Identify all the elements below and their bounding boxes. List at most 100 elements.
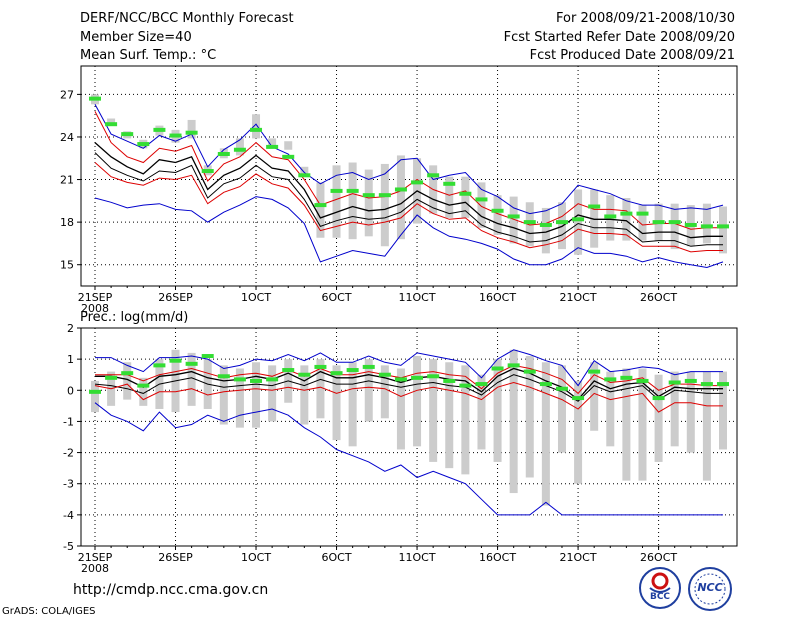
temp-xtick-label-7: 26OCT (640, 291, 677, 304)
prec-xtick-label-1: 26SEP (158, 551, 193, 564)
prec-xtick-label-5: 16OCT (479, 551, 516, 564)
prec-observed-point-12 (282, 368, 295, 373)
temp-q75-line (94, 111, 723, 230)
temp-median-line (94, 142, 723, 239)
temp-q25-line (94, 152, 723, 247)
temp-q10-line (94, 162, 723, 253)
temp-observed-point-24 (475, 197, 488, 202)
temp-box-19 (396, 155, 405, 240)
precipitation-label: Prec.: log(mm/d) (80, 310, 189, 325)
chart-title: DERF/NCC/BCC Monthly Forecast (80, 11, 294, 26)
temp-box-17 (364, 169, 373, 237)
prec-box-6 (187, 352, 196, 406)
prec-observed-point-25 (491, 366, 504, 371)
prec-observed-point-36 (668, 380, 681, 385)
temp-box-25 (493, 195, 502, 235)
prec-box-14 (316, 359, 325, 419)
prec-box-32 (606, 371, 615, 447)
temp-box-12 (284, 141, 293, 150)
prec-ytick-label-7: 2 (67, 322, 74, 335)
temp-observed-point-4 (153, 127, 166, 132)
prec-box-33 (622, 368, 631, 481)
prec-observed-point-27 (523, 369, 536, 374)
prec-box-26 (509, 349, 518, 494)
prec-observed-point-24 (475, 382, 488, 387)
prec-box-17 (364, 359, 373, 422)
prec-box-16 (348, 362, 357, 447)
temp-observed-point-6 (185, 130, 198, 135)
prec-observed-point-21 (427, 374, 440, 379)
prec-ytick-label-1: -4 (63, 509, 74, 522)
ncc-logo-text: NCC (697, 581, 723, 594)
prec-ytick-label-5: 0 (67, 384, 74, 397)
precipitation-chart: -5 -4 -3 -2 -1 0 1 2 21SEP 26SEP 1OCT 6OCT 11OCT 16OC… (63, 322, 738, 575)
prec-box-22 (445, 362, 454, 469)
temp-observed-point-33 (620, 211, 633, 216)
prec-box-27 (525, 356, 534, 478)
temp-box-39 (719, 206, 727, 254)
temp-box-18 (380, 163, 389, 247)
temp-xtick-label-0: 21SEP (78, 291, 113, 304)
temp-observed-point-28 (539, 222, 552, 227)
prec-box-35 (654, 374, 663, 462)
temp-observed-point-25 (491, 208, 504, 213)
prec-median-line (95, 367, 723, 401)
prec-q25-line (94, 374, 723, 402)
grads-credit: GrADS: COLA/IGES (2, 606, 96, 617)
temp-xtick-label-2: 1OCT (241, 291, 271, 304)
temp-box-24 (477, 182, 486, 228)
prec-box-10 (252, 362, 261, 428)
prec-observed-point-1 (105, 375, 118, 380)
temp-box-14 (316, 182, 325, 238)
bcc-logo: BCC (638, 566, 682, 610)
prec-box-24 (477, 374, 486, 450)
prec-box-23 (461, 365, 470, 475)
temp-box-23 (461, 176, 470, 218)
prec-q75-line (95, 364, 723, 395)
ncc-logo: NCC (686, 566, 734, 612)
website-url[interactable]: http://cmdp.ncc.cma.gov.cn (73, 582, 269, 598)
temp-observed-point-9 (233, 147, 246, 152)
member-size-label: Member Size=40 (80, 30, 192, 45)
prec-observed-point-32 (604, 377, 617, 382)
temp-box-26 (509, 196, 518, 244)
prec-observed-point-3 (137, 383, 150, 388)
temp-ytick-label-0: 15 (60, 259, 74, 272)
prec-ytick-label-0: -5 (63, 540, 74, 553)
temp-observed-point-8 (217, 152, 230, 156)
prec-xsub-label: 2008 (81, 562, 109, 575)
temp-box-31 (590, 189, 599, 248)
temp-observed-point-32 (604, 214, 617, 219)
temp-observed-point-14 (314, 203, 327, 208)
prec-observed-point-15 (330, 371, 343, 376)
prec-box-18 (380, 365, 389, 419)
prec-observed-point-29 (555, 386, 568, 391)
temp-observed-point-23 (459, 191, 472, 196)
prec-ytick-label-2: -3 (63, 478, 74, 491)
temp-box-13 (300, 166, 309, 174)
temp-observed-point-20 (411, 180, 424, 185)
forecast-period: For 2008/09/21-2008/10/30 (556, 11, 735, 26)
prec-box-30 (574, 380, 583, 484)
prec-observed-point-9 (233, 377, 246, 382)
temp-xtick-label-6: 21OCT (560, 291, 597, 304)
bcc-logo-text: BCC (649, 592, 671, 602)
prec-observed-point-7 (201, 354, 214, 359)
prec-observed-point-38 (700, 382, 713, 387)
temp-xtick-label-4: 11OCT (399, 291, 436, 304)
prec-observed-point-8 (217, 374, 230, 379)
temp-observed-point-31 (588, 204, 601, 209)
temp-observed-point-27 (523, 220, 536, 225)
temp-plot-frame (80, 65, 738, 287)
variable-label: Mean Surf. Temp.: °C (80, 48, 217, 63)
temp-max-line (94, 104, 724, 215)
prec-box-25 (493, 359, 502, 462)
prec-observed-point-34 (636, 378, 649, 383)
temp-ytick-label-2: 21 (60, 174, 74, 187)
temp-observed-point-22 (443, 181, 456, 186)
temp-xtick-label-1: 26SEP (158, 291, 193, 304)
temp-box-16 (348, 162, 357, 240)
prec-ytick-label-3: -2 (63, 447, 74, 460)
prec-observed-point-13 (298, 372, 311, 377)
prec-observed-point-16 (346, 368, 359, 373)
